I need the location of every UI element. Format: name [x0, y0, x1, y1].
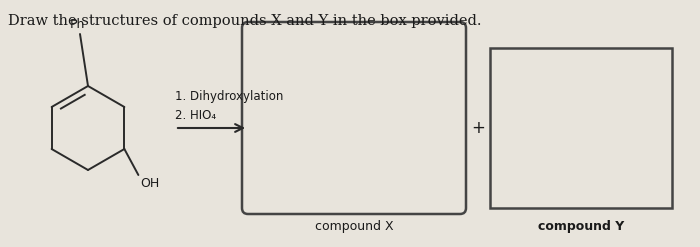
FancyBboxPatch shape — [242, 22, 466, 214]
Text: OH: OH — [141, 177, 160, 190]
Text: Draw the structures of compounds X and Y in the box provided.: Draw the structures of compounds X and Y… — [8, 14, 482, 28]
Text: Ph: Ph — [69, 18, 85, 31]
Text: +: + — [471, 119, 485, 137]
Text: 2. HIO₄: 2. HIO₄ — [175, 109, 216, 122]
Text: compound Y: compound Y — [538, 220, 624, 233]
Text: 1. Dihydroxylation: 1. Dihydroxylation — [175, 90, 284, 103]
Text: compound X: compound X — [315, 220, 393, 233]
Bar — [490, 48, 672, 208]
